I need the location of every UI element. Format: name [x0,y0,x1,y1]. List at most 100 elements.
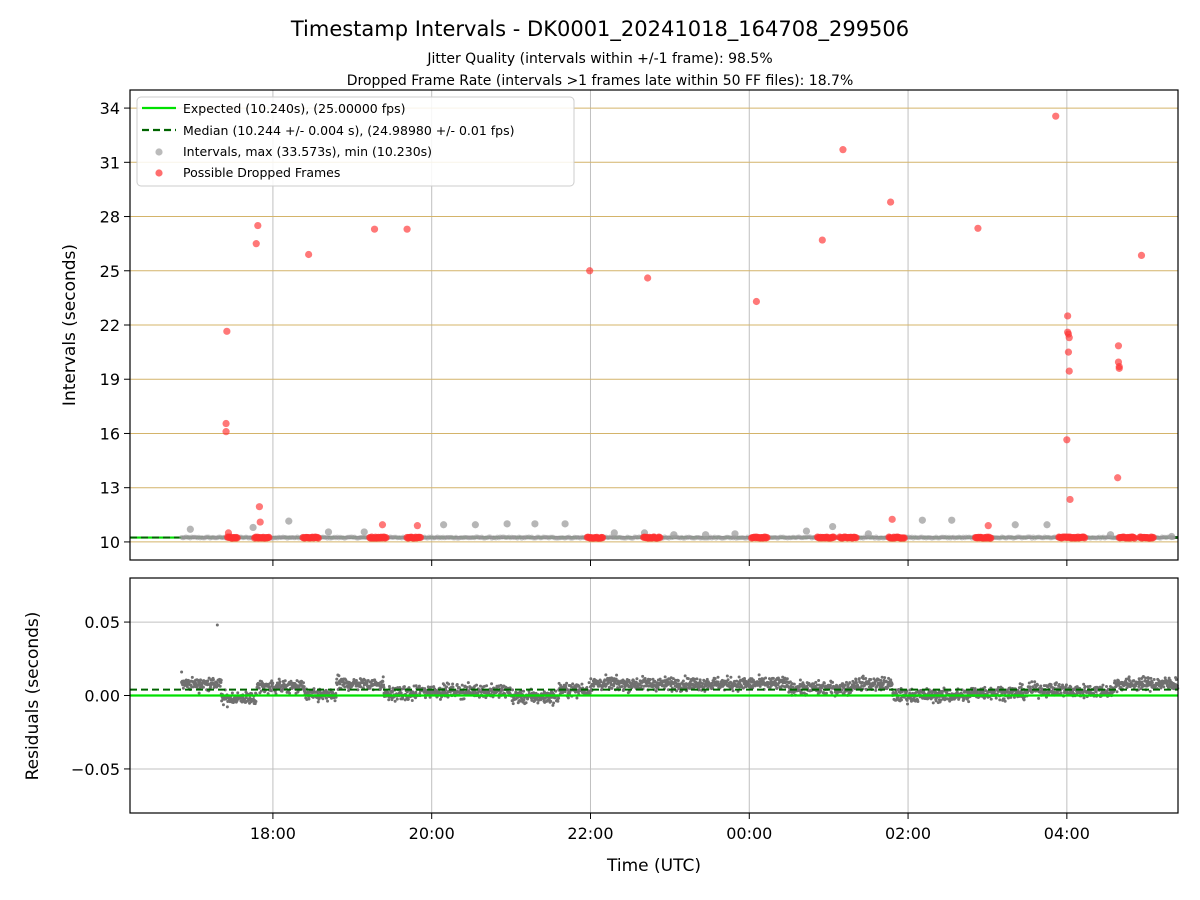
residual-point [405,690,409,694]
residual-point [1147,676,1151,680]
interval-outlier-point [324,528,333,536]
dropped-frame-cluster-point [987,534,995,542]
chart-subtitle-jitter: Jitter Quality (intervals within +/-1 fr… [426,51,772,67]
residual-point [663,675,667,679]
residual-point [1019,685,1023,689]
residual-point [1027,681,1031,685]
residual-point [418,691,422,695]
residual-point [1057,683,1061,687]
dropped-frame-point [254,221,262,230]
x-tick-label: 18:00 [250,824,296,843]
interval-outlier-point [531,520,539,528]
residual-point [854,677,858,681]
residual-point [442,683,446,687]
residual-point [996,686,1000,690]
residual-point [451,682,455,686]
residual-point [906,702,910,706]
dropped-frame-cluster-point [763,533,771,542]
dropped-frame-point [1064,312,1072,320]
residual-point [580,682,584,686]
top-y-tick-label: 34 [100,99,120,118]
residual-point [575,696,579,700]
residual-point [557,696,561,700]
residual-point [270,679,274,683]
residual-point [1150,680,1154,684]
residual-point [643,677,647,681]
residual-point [465,685,469,689]
residual-point [257,686,261,690]
residual-point [571,682,575,686]
residual-point [219,681,223,685]
residual-point [585,686,589,690]
legend-median-label: Median (10.244 +/- 0.004 s), (24.98980 +… [183,123,514,138]
residual-point [221,703,225,707]
residual-point [736,689,740,693]
residual-point [731,689,735,693]
residual-point [710,681,714,685]
residual-point [841,682,845,686]
top-y-tick-label: 19 [100,370,120,389]
residual-point [466,681,470,685]
residual-point [295,679,299,683]
residual-point [288,691,292,695]
residual-point [771,676,775,680]
residual-point [798,682,802,686]
residual-point [211,678,215,682]
residual-point [1022,698,1026,702]
interval-outlier-point [186,525,194,533]
residual-point [729,675,733,679]
residual-point [423,696,427,700]
dropped-frame-point [1137,251,1146,260]
residual-point [1148,689,1152,693]
residual-point [797,685,801,689]
interval-outlier-point [802,527,811,535]
residual-point [354,679,358,683]
residual-point [742,676,746,680]
residual-point [565,681,569,685]
residual-point [218,684,222,688]
residual-point [277,677,281,681]
dropped-frame-point [224,529,233,537]
residual-point [321,697,325,701]
residual-point [301,681,305,685]
residual-point [417,684,421,688]
residual-point [592,684,596,688]
residual-point [848,681,852,685]
residual-point [822,681,826,685]
residual-point [278,680,282,684]
residual-point [831,680,835,684]
residual-point [615,673,619,677]
residual-point [536,701,540,705]
residual-point [894,698,898,702]
residual-point [937,691,941,695]
legend-box [136,96,575,187]
bottom-y-tick-label: 0.05 [84,613,120,632]
interval-outlier-point [948,516,956,524]
interval-outlier-point [702,531,710,539]
residual-point [705,677,709,681]
residual-point [381,680,385,684]
x-tick-label: 02:00 [885,824,931,843]
residual-point [490,682,494,686]
residual-point [185,685,189,689]
legend-dropped-label: Possible Dropped Frames [183,165,340,180]
residual-point [302,685,306,689]
interval-outlier-point [440,521,448,529]
residual-point [934,699,938,703]
dropped-frame-point [1066,495,1074,504]
dropped-frame-point [984,522,992,530]
interval-outlier-point [249,523,257,532]
residual-point [620,685,624,689]
top-y-tick-label: 28 [100,208,120,227]
residual-point [1149,676,1153,680]
residual-point [387,698,391,702]
residual-point [316,700,320,704]
residual-point [1144,676,1148,680]
dropped-frame-point [1065,367,1073,375]
residual-point [1101,683,1105,687]
residual-point [522,698,526,702]
residual-point [671,677,675,681]
interval-outlier-point [471,521,479,529]
x-tick-label: 22:00 [567,824,613,843]
chart-subtitle-dropped: Dropped Frame Rate (intervals >1 frames … [347,73,854,89]
